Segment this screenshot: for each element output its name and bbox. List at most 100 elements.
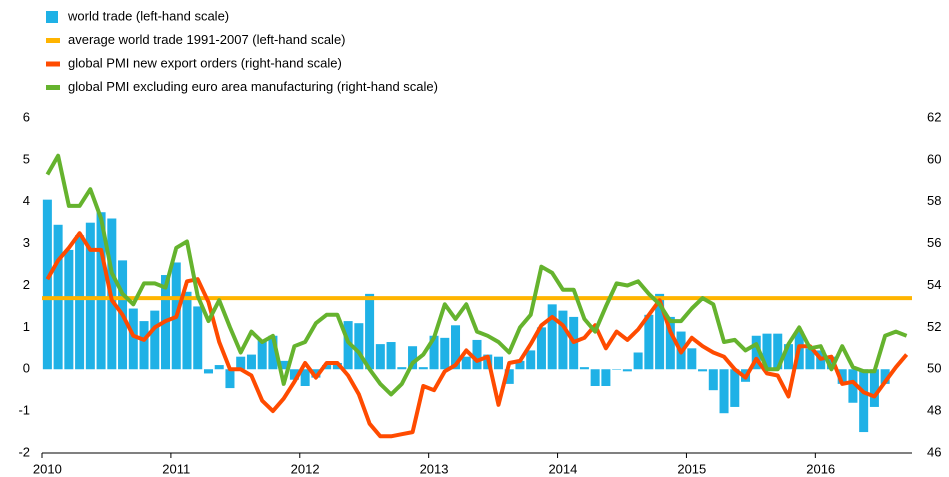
bar: [612, 369, 622, 370]
bar: [655, 293, 665, 370]
bar: [214, 365, 224, 370]
bar: [182, 291, 192, 370]
bar: [515, 360, 525, 370]
bar: [601, 369, 611, 386]
y2-tick-label: 50: [927, 361, 941, 376]
bar: [730, 369, 740, 407]
x-tick-label: 2015: [677, 461, 706, 476]
bar: [504, 369, 514, 384]
bar: [719, 369, 729, 414]
bar: [493, 356, 503, 370]
y-tick-label: 1: [23, 319, 30, 334]
bar: [343, 321, 353, 370]
y2-tick-label: 48: [927, 403, 941, 418]
bar: [837, 369, 847, 384]
bar: [472, 339, 482, 370]
bar: [751, 335, 761, 370]
bar: [687, 348, 697, 370]
legend-label: global PMI new export orders (right-hand…: [68, 55, 342, 70]
bar: [85, 222, 95, 370]
legend-label: average world trade 1991-2007 (left-hand…: [68, 32, 346, 47]
bar: [418, 367, 428, 370]
bar: [526, 350, 536, 370]
y-tick-label: 4: [23, 193, 30, 208]
bar: [461, 356, 471, 370]
bar: [429, 335, 439, 370]
y-tick-label: 0: [23, 361, 30, 376]
x-tick-label: 2016: [806, 461, 835, 476]
bar: [96, 212, 106, 370]
y2-tick-label: 52: [927, 319, 941, 334]
bar: [279, 360, 289, 370]
bar: [64, 249, 74, 370]
bar: [225, 369, 235, 389]
bar: [869, 369, 879, 407]
legend-swatch: [46, 61, 60, 67]
bar: [128, 308, 138, 370]
bar: [633, 352, 643, 370]
bar: [365, 293, 375, 370]
bar: [322, 365, 332, 370]
y2-tick-label: 58: [927, 193, 941, 208]
bar: [408, 346, 418, 370]
y2-tick-label: 60: [927, 151, 941, 166]
bar: [311, 369, 321, 378]
bar: [354, 323, 364, 370]
bar: [451, 325, 461, 370]
y-tick-label: -2: [18, 444, 30, 459]
x-tick-label: 2012: [291, 461, 320, 476]
bar: [268, 335, 278, 370]
y2-tick-label: 54: [927, 277, 941, 292]
y2-tick-label: 62: [927, 109, 941, 124]
y2-tick-label: 56: [927, 235, 941, 250]
bar: [558, 310, 568, 370]
y2-tick-label: 46: [927, 444, 941, 459]
bar: [397, 367, 407, 370]
bar: [203, 369, 213, 374]
bar: [590, 369, 600, 386]
bar: [773, 333, 783, 370]
x-tick-label: 2013: [420, 461, 449, 476]
bar: [536, 327, 546, 370]
y-tick-label: -1: [18, 403, 30, 418]
y-tick-label: 2: [23, 277, 30, 292]
bar: [289, 369, 299, 380]
bar: [332, 362, 342, 370]
legend-label: world trade (left-hand scale): [67, 8, 229, 23]
bar: [805, 348, 815, 370]
line-series: [45, 153, 908, 397]
bar: [193, 306, 203, 370]
x-tick-label: 2014: [548, 461, 577, 476]
bar: [783, 344, 793, 370]
bar: [698, 369, 708, 372]
bar: [139, 321, 149, 370]
bar: [42, 199, 52, 370]
bar: [665, 316, 675, 370]
bar: [236, 356, 246, 370]
bar: [375, 344, 385, 370]
legend-label: global PMI excluding euro area manufactu…: [68, 79, 438, 94]
bar: [150, 310, 160, 370]
bar: [644, 314, 654, 370]
bar: [257, 339, 267, 370]
y-tick-label: 6: [23, 109, 30, 124]
bar: [880, 369, 890, 384]
bar: [859, 369, 869, 433]
legend-swatch: [46, 11, 58, 23]
x-tick-label: 2011: [162, 461, 190, 476]
bar: [547, 304, 557, 370]
bar: [579, 367, 589, 370]
line-series: [45, 231, 909, 439]
bar: [386, 342, 396, 370]
bar: [300, 369, 310, 386]
bar: [246, 354, 256, 370]
legend-swatch: [46, 38, 60, 43]
y-tick-label: 3: [23, 235, 30, 250]
bar: [75, 235, 85, 370]
bar: [826, 356, 836, 370]
x-tick-label: 2010: [33, 461, 62, 476]
bar: [762, 333, 772, 370]
bar: [708, 369, 718, 391]
y-tick-label: 5: [23, 151, 30, 166]
